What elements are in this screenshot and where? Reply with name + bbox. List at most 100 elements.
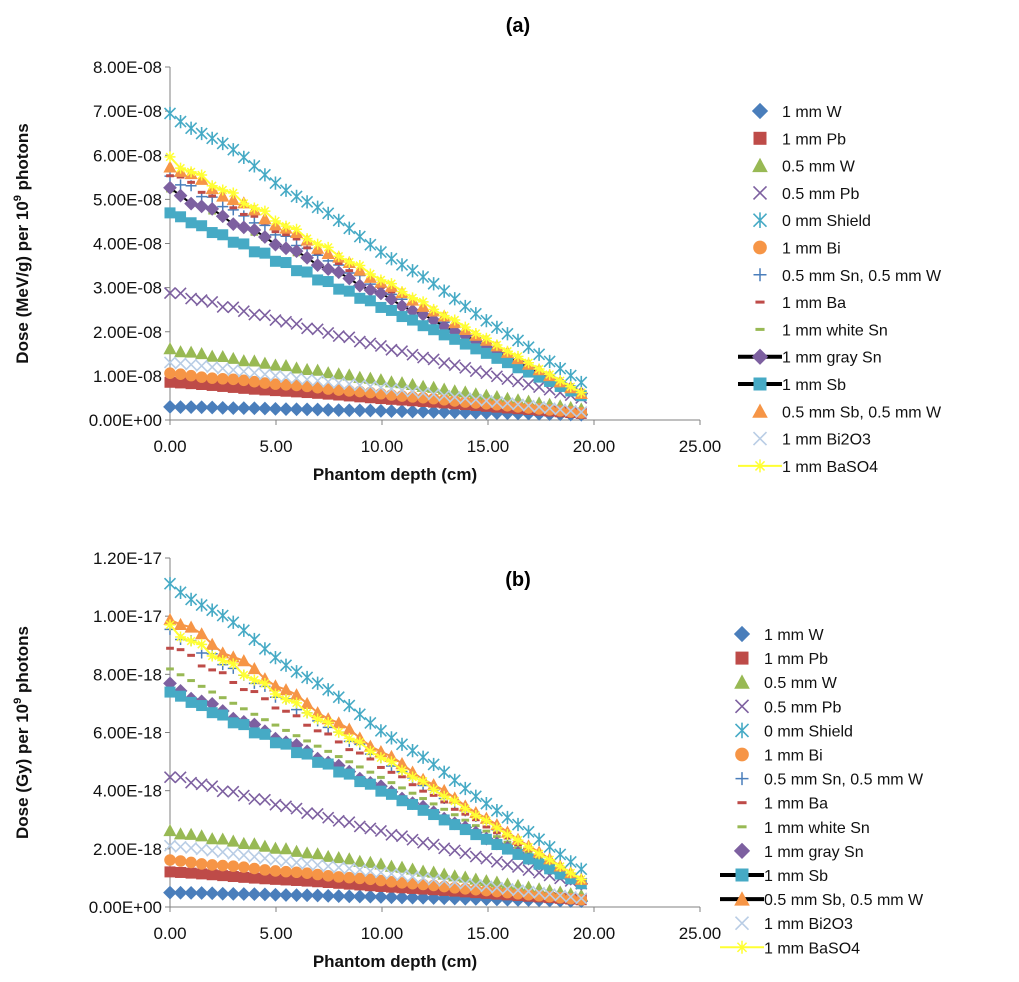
data-point [459, 847, 472, 860]
data-point [332, 376, 345, 389]
data-point [333, 250, 345, 262]
data-point [501, 858, 514, 871]
data-point [543, 840, 556, 854]
data-point [343, 377, 356, 391]
data-point [384, 292, 399, 307]
y-tick-label: 1.20E-17 [93, 549, 162, 568]
data-point [458, 385, 472, 398]
data-point [321, 849, 335, 862]
data-point [291, 265, 303, 277]
data-point [480, 833, 492, 845]
data-point [427, 277, 440, 291]
data-point [427, 392, 440, 405]
data-point [377, 775, 385, 779]
data-point [258, 168, 271, 182]
data-point [163, 400, 177, 414]
data-point [459, 877, 472, 890]
data-point [450, 807, 459, 811]
legend-marker [751, 348, 769, 365]
data-point [216, 349, 230, 363]
data-point [269, 378, 282, 390]
data-point [332, 861, 345, 874]
data-point [353, 379, 366, 392]
series-0-mm-shield [163, 577, 588, 876]
data-point [374, 824, 387, 837]
data-point [385, 252, 398, 266]
data-point [354, 292, 366, 304]
chart-title: (a) [506, 15, 530, 37]
data-point [332, 814, 345, 827]
data-point [448, 881, 461, 894]
data-point [217, 380, 229, 392]
data-point [387, 781, 396, 785]
legend-label: 1 mm Bi2O3 [782, 432, 871, 449]
legend-item-0-mm-shield: 0 mm Shield [752, 212, 871, 230]
data-point [480, 314, 493, 328]
data-point [215, 209, 230, 224]
series-1-mm-bi2o3 [163, 356, 588, 419]
data-point [206, 227, 218, 239]
data-point [250, 712, 259, 716]
data-point [375, 785, 387, 797]
data-point [185, 378, 197, 390]
legend-label: 0 mm Shield [764, 723, 853, 740]
data-point [491, 352, 503, 364]
data-point [322, 876, 334, 888]
data-point [575, 387, 587, 399]
data-point [480, 367, 493, 380]
data-point [354, 260, 366, 272]
data-point [279, 658, 293, 672]
data-point [164, 619, 176, 631]
data-point [226, 401, 241, 415]
data-point [248, 246, 260, 258]
data-point [459, 361, 472, 374]
data-point [512, 887, 524, 900]
data-point [301, 266, 313, 278]
data-point [470, 397, 482, 409]
legend-label: 0.5 mm Sb, 0.5 mm W [764, 892, 924, 909]
data-point [176, 648, 185, 652]
data-point [417, 320, 429, 332]
legend-marker [752, 185, 768, 200]
series-0-5-mm-w [163, 824, 588, 901]
legend-item-1-mm-sb: 1 mm Sb [720, 868, 828, 885]
data-point [564, 890, 577, 903]
data-point [501, 882, 514, 896]
x-tick-label: 20.00 [573, 924, 616, 943]
data-point [195, 598, 208, 612]
data-point [164, 207, 176, 219]
data-point [366, 770, 375, 774]
data-point [459, 321, 471, 333]
data-point [216, 372, 229, 385]
data-point [564, 406, 577, 418]
data-point [345, 760, 354, 764]
data-point [385, 828, 398, 841]
data-point [440, 800, 449, 804]
legend-marker [733, 842, 751, 860]
x-tick-label: 0.00 [153, 924, 186, 943]
data-point [164, 151, 176, 163]
data-point [184, 885, 198, 900]
data-point [208, 194, 217, 198]
data-point [289, 844, 304, 857]
data-point [194, 400, 209, 415]
y-tick-label: 6.00E-18 [93, 724, 162, 743]
series-1-mm-baso4 [164, 151, 587, 399]
data-point [554, 891, 566, 904]
data-point [311, 858, 324, 872]
data-point [511, 398, 525, 411]
data-point [259, 873, 271, 885]
data-point [554, 405, 566, 417]
data-point [512, 848, 524, 860]
data-point [459, 338, 471, 350]
legend-marker [752, 157, 768, 173]
legend-item-1-mm-bi2o3: 1 mm Bi2O3 [734, 916, 853, 933]
data-point [428, 809, 440, 821]
data-point [395, 869, 409, 882]
data-point [374, 866, 387, 879]
data-point [480, 797, 493, 811]
data-point [279, 370, 293, 384]
data-point [239, 688, 248, 692]
data-point [227, 381, 239, 393]
data-point [395, 830, 409, 843]
